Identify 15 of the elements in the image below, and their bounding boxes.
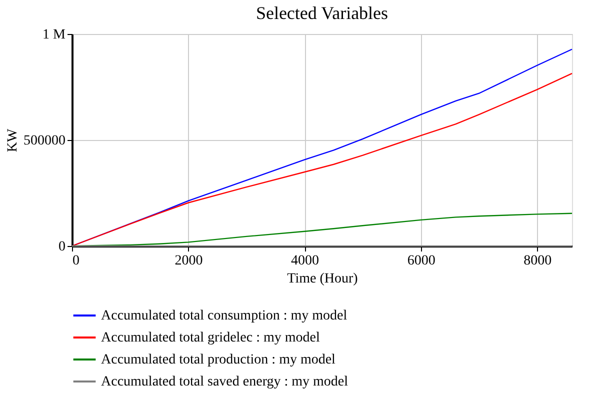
x-tick-label: 2000	[174, 254, 203, 268]
y-tick-label: 500000	[24, 134, 66, 148]
x-tick-label: 6000	[407, 254, 436, 268]
legend-label: Accumulated total gridelec : my model	[101, 330, 320, 346]
x-axis-title: Time (Hour)	[287, 272, 358, 286]
y-tick-label: 1 M	[42, 28, 66, 42]
chart-title: Selected Variables	[256, 3, 388, 23]
x-tick-label: 8000	[524, 254, 552, 268]
x-tick-label: 0	[72, 254, 80, 268]
y-tick-label: 0	[58, 240, 66, 254]
legend-label: Accumulated total production : my model	[101, 352, 336, 368]
x-tick-label: 4000	[291, 254, 320, 268]
y-axis-title: KW	[6, 128, 20, 152]
legend-label: Accumulated total saved energy : my model	[101, 374, 348, 390]
legend-label: Accumulated total consumption : my model	[101, 308, 348, 324]
